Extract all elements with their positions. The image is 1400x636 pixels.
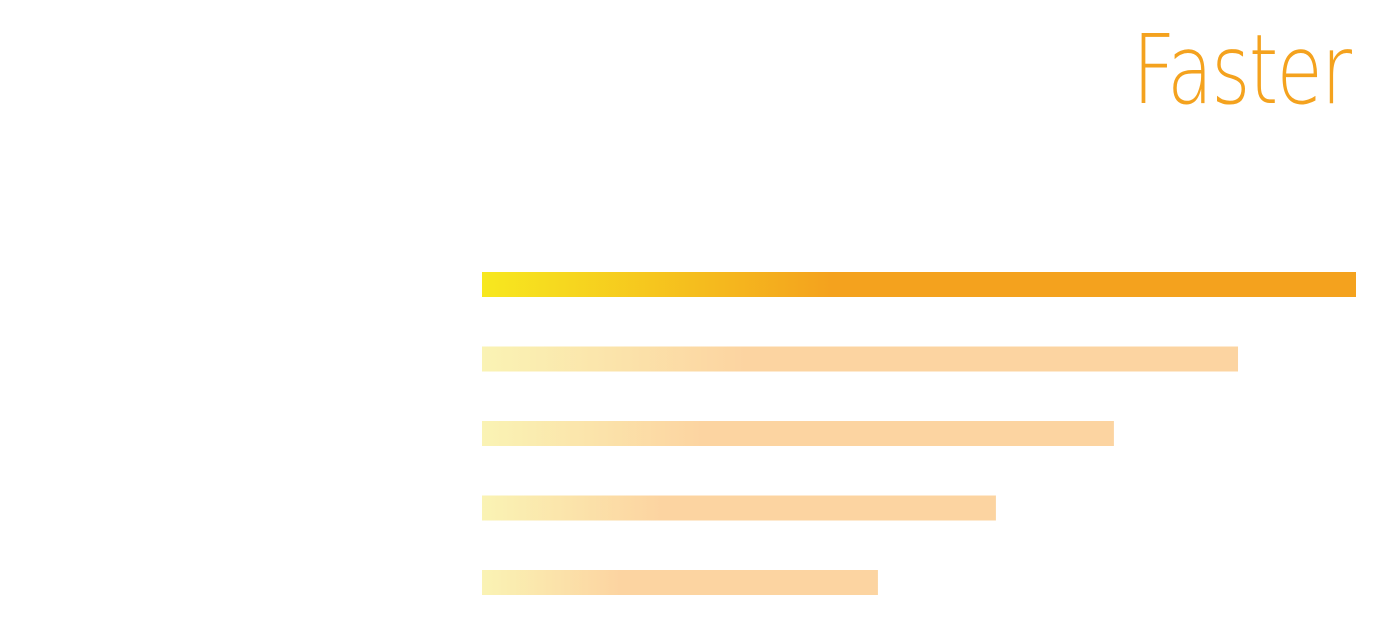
bar-4	[482, 495, 996, 521]
bar-1	[482, 272, 1356, 297]
bar-3	[482, 421, 1114, 446]
chart-title: Faster	[1132, 14, 1352, 126]
bars-group	[482, 272, 1356, 595]
bar-2	[482, 346, 1239, 372]
bar-5	[482, 570, 878, 595]
